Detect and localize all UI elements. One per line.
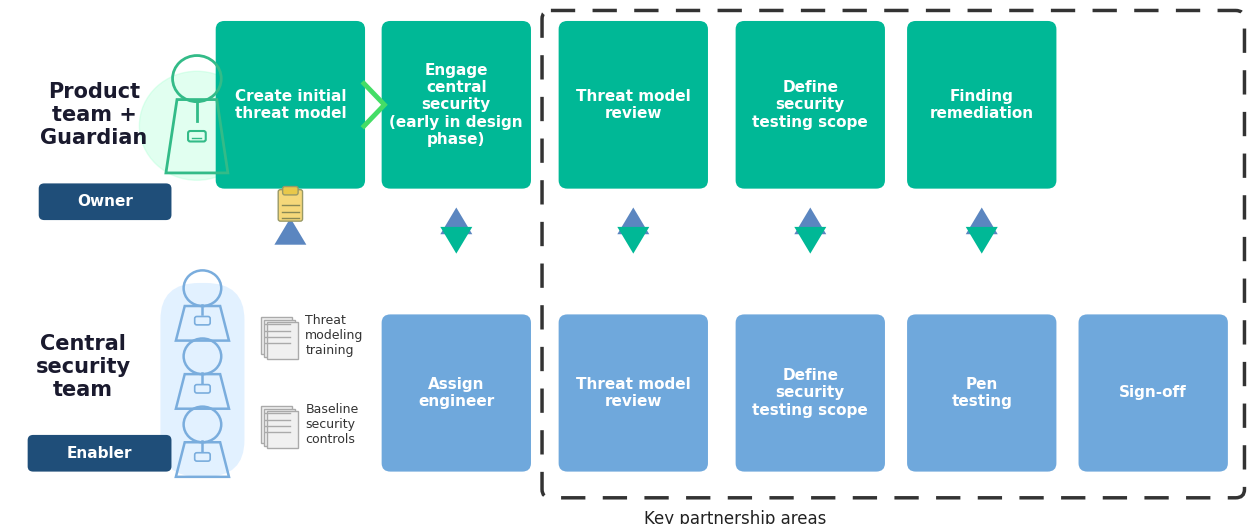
Text: Create initial
threat model: Create initial threat model: [235, 89, 346, 121]
Text: Finding
remediation: Finding remediation: [930, 89, 1034, 121]
Polygon shape: [618, 227, 649, 254]
Text: Enabler: Enabler: [66, 446, 132, 461]
Text: Define
security
testing scope: Define security testing scope: [752, 368, 869, 418]
FancyBboxPatch shape: [266, 411, 298, 448]
Polygon shape: [440, 208, 472, 234]
Circle shape: [140, 71, 255, 180]
FancyBboxPatch shape: [279, 190, 302, 221]
FancyBboxPatch shape: [216, 21, 365, 189]
FancyBboxPatch shape: [559, 314, 707, 472]
Text: Key partnership areas: Key partnership areas: [645, 510, 826, 524]
Text: Central
security
team: Central security team: [35, 334, 130, 400]
Text: Threat model
review: Threat model review: [576, 89, 691, 121]
FancyBboxPatch shape: [735, 314, 885, 472]
FancyBboxPatch shape: [265, 320, 295, 357]
FancyBboxPatch shape: [39, 183, 171, 220]
Polygon shape: [966, 208, 998, 234]
FancyBboxPatch shape: [381, 21, 531, 189]
FancyBboxPatch shape: [908, 314, 1056, 472]
Text: Baseline
security
controls: Baseline security controls: [305, 403, 359, 446]
Text: Engage
central
security
(early in design
phase): Engage central security (early in design…: [390, 62, 522, 147]
FancyBboxPatch shape: [261, 406, 292, 443]
FancyBboxPatch shape: [735, 21, 885, 189]
Text: Define
security
testing scope: Define security testing scope: [752, 80, 869, 130]
Polygon shape: [275, 218, 306, 245]
FancyBboxPatch shape: [265, 409, 295, 446]
Polygon shape: [794, 227, 826, 254]
FancyBboxPatch shape: [381, 314, 531, 472]
Text: Threat model
review: Threat model review: [576, 377, 691, 409]
Text: Product
team +
Guardian: Product team + Guardian: [40, 82, 148, 148]
Text: Assign
engineer: Assign engineer: [419, 377, 495, 409]
FancyBboxPatch shape: [261, 317, 292, 354]
Polygon shape: [966, 227, 998, 254]
FancyBboxPatch shape: [282, 187, 298, 195]
Text: Pen
testing: Pen testing: [951, 377, 1012, 409]
FancyBboxPatch shape: [160, 283, 245, 477]
FancyBboxPatch shape: [559, 21, 707, 189]
FancyBboxPatch shape: [908, 21, 1056, 189]
Text: Owner: Owner: [78, 194, 132, 209]
FancyBboxPatch shape: [28, 435, 171, 472]
Polygon shape: [440, 227, 472, 254]
Polygon shape: [794, 208, 826, 234]
FancyBboxPatch shape: [1079, 314, 1228, 472]
Text: Threat
modeling
training: Threat modeling training: [305, 314, 364, 357]
Text: Sign-off: Sign-off: [1119, 386, 1188, 400]
FancyBboxPatch shape: [266, 322, 298, 359]
Polygon shape: [618, 208, 649, 234]
